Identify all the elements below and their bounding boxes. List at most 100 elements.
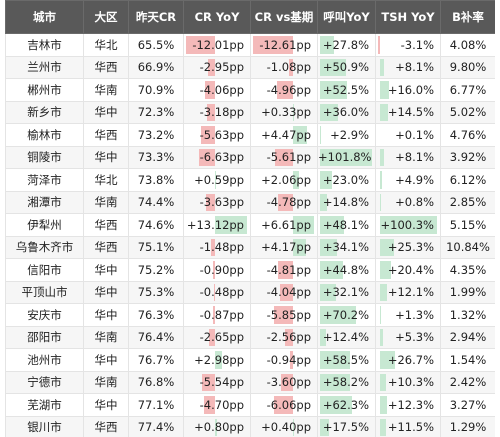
cell-text: -4.04pp — [266, 285, 311, 300]
data-bar — [273, 396, 293, 414]
bar-cell: +0.80pp — [183, 415, 251, 437]
data-bar — [379, 306, 381, 324]
cell: 2.42% — [440, 370, 495, 394]
bar-cell: +58.5% — [317, 348, 376, 372]
header-cell: 呼叫YoY — [317, 0, 376, 34]
cell-text: +4.9% — [395, 172, 434, 187]
cell: 72.3% — [128, 100, 184, 124]
cell: 73.2% — [128, 123, 184, 147]
data-bar — [319, 418, 329, 436]
cell: 76.4% — [128, 325, 184, 349]
cell: 2.94% — [440, 325, 495, 349]
bar-cell: +62.3% — [317, 393, 376, 417]
cell-text: -4.78pp — [266, 195, 311, 210]
cell-text: -0.48pp — [199, 285, 244, 300]
cell: 华中 — [83, 100, 129, 124]
cell: 9.80% — [440, 55, 495, 79]
cell: 华中 — [83, 145, 129, 169]
table-row: 乌鲁木齐市 华西 75.1% -1.48pp +4.17pp +34.1% +25.3% 10… — [5, 235, 495, 259]
cell-text: +14.8% — [322, 195, 369, 210]
bar-cell: +17.5% — [317, 415, 376, 437]
data-bar — [319, 193, 328, 211]
cell: 兰州市 — [5, 55, 84, 79]
bar-cell: +2.98pp — [183, 348, 251, 372]
data-bar — [319, 328, 327, 346]
table-row: 池州市 华中 76.7% +2.98pp -0.94pp +58.5% +26.7% 1.54… — [5, 348, 495, 372]
cell-text: +0.59pp — [194, 172, 244, 187]
cell: 10.84% — [440, 235, 495, 259]
cell-text: -12.01pp — [192, 37, 244, 52]
cell-text: +12.4% — [322, 330, 369, 345]
bar-cell: +14.5% — [375, 100, 441, 124]
bar-cell: +32.1% — [317, 280, 376, 304]
cell: 65.5% — [128, 33, 184, 57]
cell-text: -0.87pp — [199, 307, 244, 322]
bar-cell: -4.96pp — [250, 78, 318, 102]
cell-text: +36.0% — [322, 105, 369, 120]
cell-text: +11.5% — [387, 420, 434, 435]
table-row: 吉林市 华北 65.5% -12.01pp -12.61pp +27.8% -3.1% 4.0… — [5, 33, 495, 57]
data-bar — [185, 36, 215, 54]
bar-cell: +12.4% — [317, 325, 376, 349]
data-bar — [289, 58, 293, 76]
data-bar — [275, 148, 293, 166]
bar-cell: +8.1% — [375, 55, 441, 79]
data-bar — [319, 306, 356, 324]
bar-cell: +23.0% — [317, 168, 376, 192]
cell-text: +58.5% — [322, 352, 369, 367]
bar-cell: +20.4% — [375, 258, 441, 282]
data-bar — [214, 216, 247, 234]
bar-cell: +52.5% — [317, 78, 376, 102]
cell: 华西 — [83, 213, 129, 237]
data-bar — [319, 103, 339, 121]
cell: 75.2% — [128, 258, 184, 282]
cell-text: -12.61pp — [259, 37, 311, 52]
bar-cell: +12.1% — [375, 280, 441, 304]
bar-cell: +2.06pp — [250, 168, 318, 192]
cell-text: -5.85pp — [266, 307, 311, 322]
data-bar — [379, 328, 383, 346]
data-bar — [379, 261, 392, 279]
cell: 湘潭市 — [5, 190, 84, 214]
cell-text: -4.96pp — [266, 82, 311, 97]
bar-cell: -2.65pp — [183, 325, 251, 349]
bar-cell: -5.63pp — [183, 123, 251, 147]
cell-text: -3.18pp — [199, 105, 244, 120]
cell: 菏泽市 — [5, 168, 84, 192]
cell: 1.32% — [440, 303, 495, 327]
cell-text: +34.1% — [322, 240, 369, 255]
cell-text: +2.9% — [330, 127, 369, 142]
bar-cell: -4.06pp — [183, 78, 251, 102]
cell: 华南 — [83, 370, 129, 394]
data-bar — [319, 148, 373, 166]
data-bar — [277, 193, 293, 211]
cell-text: +27.8% — [322, 37, 369, 52]
cell: 华中 — [83, 348, 129, 372]
bar-cell: -4.78pp — [250, 190, 318, 214]
cell: 4.35% — [440, 258, 495, 282]
data-bar — [319, 283, 337, 301]
cell: 1.99% — [440, 280, 495, 304]
cell: 邵阳市 — [5, 325, 84, 349]
table-row: 邵阳市 华南 76.4% -2.65pp -2.56pp +12.4% +5.3% 2.94% — [5, 325, 495, 349]
bar-cell: -12.61pp — [250, 33, 318, 57]
cell-text: +70.2% — [322, 307, 369, 322]
cell: 3.92% — [440, 145, 495, 169]
data-bar — [292, 216, 314, 234]
cell: 华西 — [83, 235, 129, 259]
bar-cell: +101.8% — [317, 145, 376, 169]
cell-text: +16.0% — [387, 82, 434, 97]
cell-text: +20.4% — [387, 262, 434, 277]
bar-cell: -3.1% — [375, 33, 441, 57]
cell-text: +58.2% — [322, 375, 369, 390]
cell-text: +2.98pp — [194, 352, 244, 367]
cell-text: -6.06pp — [266, 397, 311, 412]
cell: 4.08% — [440, 33, 495, 57]
header-cell: 昨天CR — [128, 0, 184, 34]
cell: 安庆市 — [5, 303, 84, 327]
data-bar — [201, 126, 215, 144]
cell: 信阳市 — [5, 258, 84, 282]
cell: 华北 — [83, 168, 129, 192]
bar-cell: +36.0% — [317, 100, 376, 124]
header-cell: 城市 — [5, 0, 84, 34]
